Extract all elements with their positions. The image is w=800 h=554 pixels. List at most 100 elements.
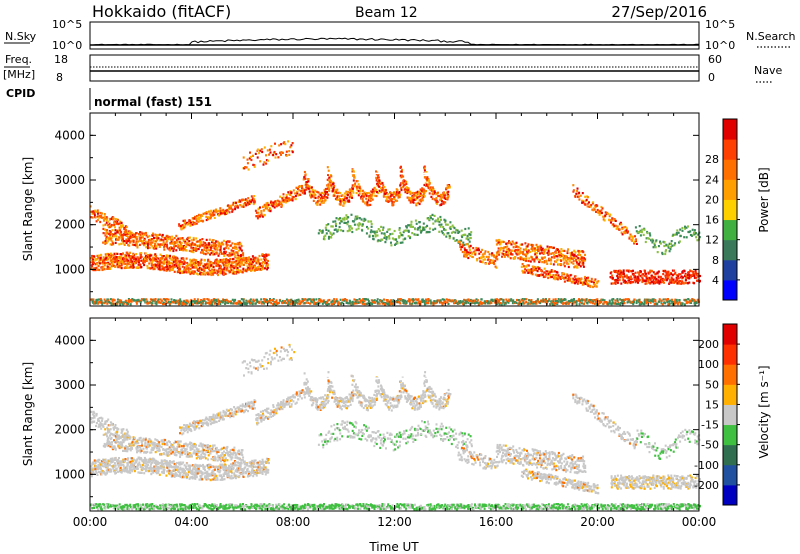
scatter-cell xyxy=(149,259,152,262)
scatter-cell xyxy=(484,258,486,261)
scatter-cell xyxy=(539,244,542,247)
scatter-cell xyxy=(596,282,599,285)
scatter-cell xyxy=(652,278,655,281)
scatter-cell xyxy=(546,262,549,265)
scatter-cell xyxy=(91,212,94,215)
scatter-cell xyxy=(211,250,214,253)
scatter-cell xyxy=(271,299,274,302)
scatter-cell xyxy=(670,245,673,248)
scatter-cell xyxy=(93,302,96,305)
scatter-cell xyxy=(391,300,394,304)
scatter-cell xyxy=(228,270,231,273)
scatter-cell xyxy=(344,195,346,198)
scatter-cell xyxy=(361,224,364,227)
scatter-cell xyxy=(265,258,268,261)
scatter-cell xyxy=(218,242,221,245)
scatter-cell xyxy=(583,279,586,282)
scatter-cell xyxy=(255,215,258,218)
scatter-cell xyxy=(668,282,671,285)
scatter-cell xyxy=(622,276,625,279)
scatter-cell xyxy=(437,217,439,220)
scatter-cell xyxy=(250,301,253,304)
scatter-cell xyxy=(580,262,583,265)
figure-title: Hokkaido (fitACF) xyxy=(92,2,231,21)
scatter-cell xyxy=(108,300,111,304)
scatter-cell xyxy=(257,208,260,211)
scatter-cell xyxy=(294,303,296,306)
scatter-cell xyxy=(297,298,300,301)
scatter-cell xyxy=(303,189,306,192)
scatter-cell xyxy=(113,299,116,302)
scatter-cell xyxy=(382,188,385,192)
scatter-cell xyxy=(162,262,165,265)
scatter-cell xyxy=(418,221,421,224)
scatter-cell xyxy=(131,298,134,301)
scatter-cell xyxy=(296,302,299,305)
scatter-cell xyxy=(498,241,501,244)
scatter-cell xyxy=(398,235,401,238)
scatter-cell xyxy=(406,191,409,195)
scatter-cell xyxy=(129,263,132,266)
scatter-cell xyxy=(251,197,254,200)
scatter-cell xyxy=(219,249,222,252)
scatter-cell xyxy=(204,253,207,256)
scatter-cell xyxy=(119,229,122,232)
scatter-cell xyxy=(244,261,247,264)
scatter-cell xyxy=(96,215,99,218)
scatter-cell xyxy=(404,191,407,194)
scatter-cell xyxy=(164,261,167,264)
scatter-cell xyxy=(547,247,550,250)
scatter-cell xyxy=(180,243,183,246)
scatter-cell xyxy=(264,267,266,270)
scatter-cell xyxy=(258,268,261,271)
scatter-cell xyxy=(324,199,327,202)
scatter-cell xyxy=(551,300,554,303)
scatter-cell xyxy=(379,299,382,302)
scatter-cell xyxy=(688,281,691,284)
scatter-cell xyxy=(613,219,616,222)
scatter-cell xyxy=(356,300,359,303)
scatter-cell xyxy=(317,199,320,202)
scatter-cell xyxy=(355,185,358,188)
nsky-label: N.Sky xyxy=(5,30,37,43)
scatter-cell xyxy=(184,246,186,249)
scatter-cell xyxy=(140,253,142,256)
scatter-cell xyxy=(695,232,697,235)
scatter-cell xyxy=(643,228,646,231)
scatter-cell xyxy=(572,257,574,260)
scatter-cell xyxy=(358,217,361,220)
scatter-cell xyxy=(145,246,148,249)
scatter-cell xyxy=(536,245,539,248)
scatter-cell xyxy=(546,245,549,248)
scatter-cell xyxy=(520,298,523,301)
scatter-cell xyxy=(543,271,546,274)
scatter-cell xyxy=(566,277,569,280)
scatter-cell xyxy=(615,278,618,281)
scatter-cell xyxy=(330,302,333,306)
scatter-cell xyxy=(264,298,267,301)
scatter-cell xyxy=(268,209,271,212)
scatter-cell xyxy=(117,218,119,221)
scatter-cell xyxy=(129,240,132,243)
scatter-cell xyxy=(149,254,152,257)
scatter-cell xyxy=(667,245,670,248)
scatter-cell xyxy=(360,195,363,199)
scatter-cell xyxy=(260,264,263,267)
scatter-cell xyxy=(261,264,264,267)
scatter-cell xyxy=(248,267,251,270)
scatter-cell xyxy=(157,298,160,301)
scatter-cell xyxy=(106,256,109,259)
scatter-cell xyxy=(151,260,154,263)
scatter-cell xyxy=(552,252,555,255)
scatter-cell xyxy=(116,263,119,266)
scatter-cell xyxy=(286,200,289,203)
scatter-cell xyxy=(582,263,585,266)
scatter-cell xyxy=(153,246,156,249)
scatter-cell xyxy=(105,241,108,244)
scatter-cell xyxy=(239,270,242,273)
scatter-cell xyxy=(407,229,410,232)
scatter-cell xyxy=(532,301,535,304)
scatter-cell xyxy=(238,243,241,246)
scatter-cell xyxy=(223,250,226,253)
scatter-cell xyxy=(123,260,126,263)
